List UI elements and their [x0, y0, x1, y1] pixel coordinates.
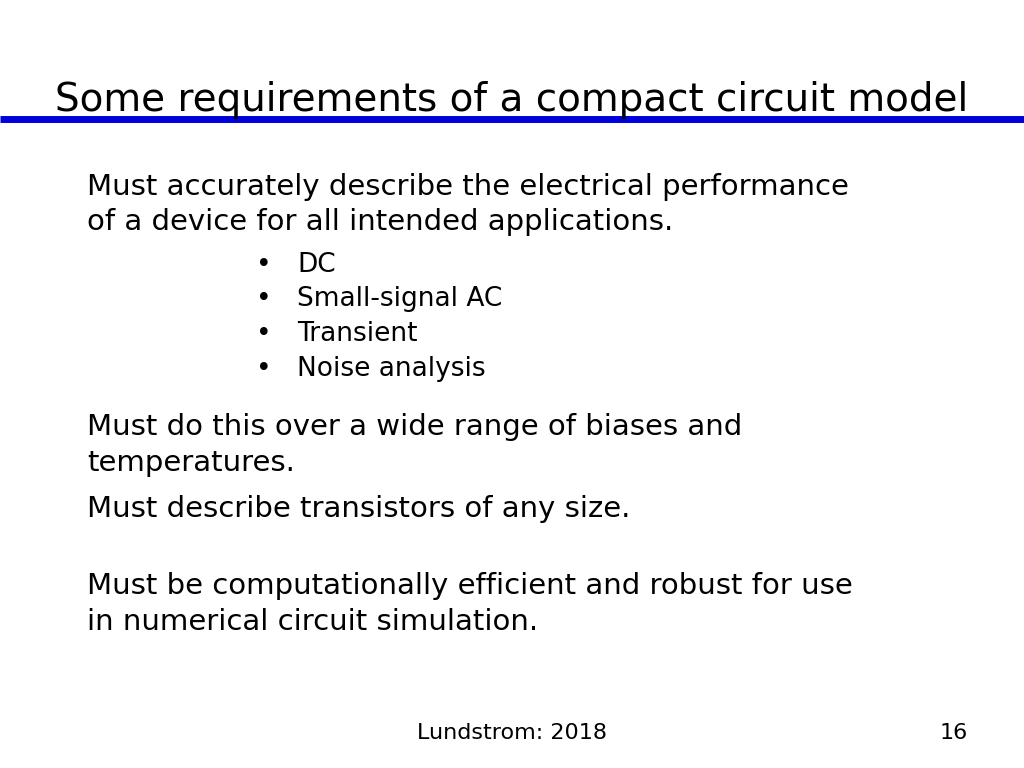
- Text: •: •: [256, 321, 272, 347]
- Text: Transient: Transient: [297, 321, 418, 347]
- Text: Must accurately describe the electrical performance
of a device for all intended: Must accurately describe the electrical …: [87, 173, 849, 237]
- Text: Some requirements of a compact circuit model: Some requirements of a compact circuit m…: [55, 81, 969, 118]
- Text: DC: DC: [297, 252, 336, 278]
- Text: 16: 16: [939, 723, 968, 743]
- Text: Noise analysis: Noise analysis: [297, 356, 485, 382]
- Text: Must do this over a wide range of biases and
temperatures.: Must do this over a wide range of biases…: [87, 413, 742, 477]
- Text: •: •: [256, 286, 272, 313]
- Text: Small-signal AC: Small-signal AC: [297, 286, 502, 313]
- Text: •: •: [256, 356, 272, 382]
- Text: •: •: [256, 252, 272, 278]
- Text: Must describe transistors of any size.: Must describe transistors of any size.: [87, 495, 631, 523]
- Text: Lundstrom: 2018: Lundstrom: 2018: [417, 723, 607, 743]
- Text: Must be computationally efficient and robust for use
in numerical circuit simula: Must be computationally efficient and ro…: [87, 572, 853, 636]
